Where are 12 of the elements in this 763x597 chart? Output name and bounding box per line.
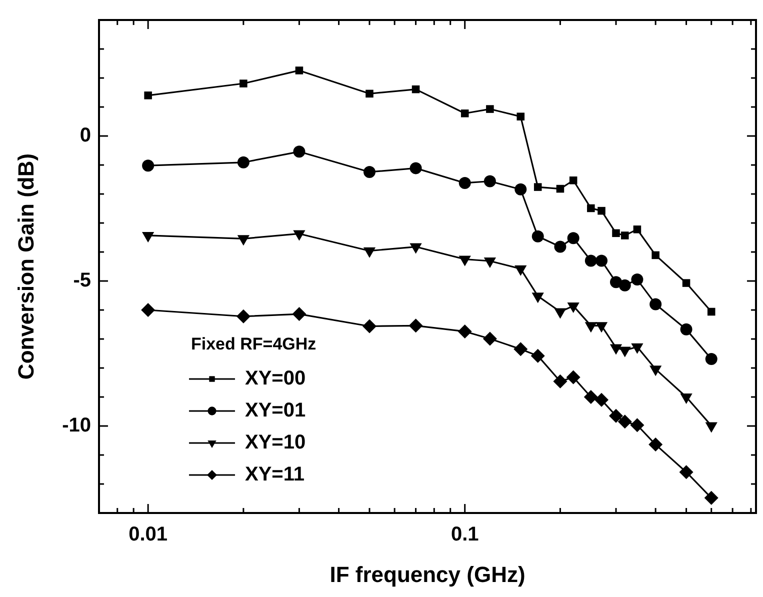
legend-title: Fixed RF=4GHz [191,334,316,354]
y-axis-title: Conversion Gain (dB) [13,153,38,380]
y-tick-label: -5 [73,270,91,292]
y-tick-label: 0 [80,124,91,147]
x-axis-title: IF frequency (GHz) [330,562,526,587]
legend-label: XY=01 [245,400,306,422]
y-tick-label: -10 [62,414,91,437]
x-tick-label: 0.01 [128,524,168,546]
legend-label: XY=10 [245,432,306,454]
legend-label: XY=11 [245,464,305,486]
legend-label: XY=00 [245,368,306,390]
x-tick-label: 0.1 [450,524,479,546]
